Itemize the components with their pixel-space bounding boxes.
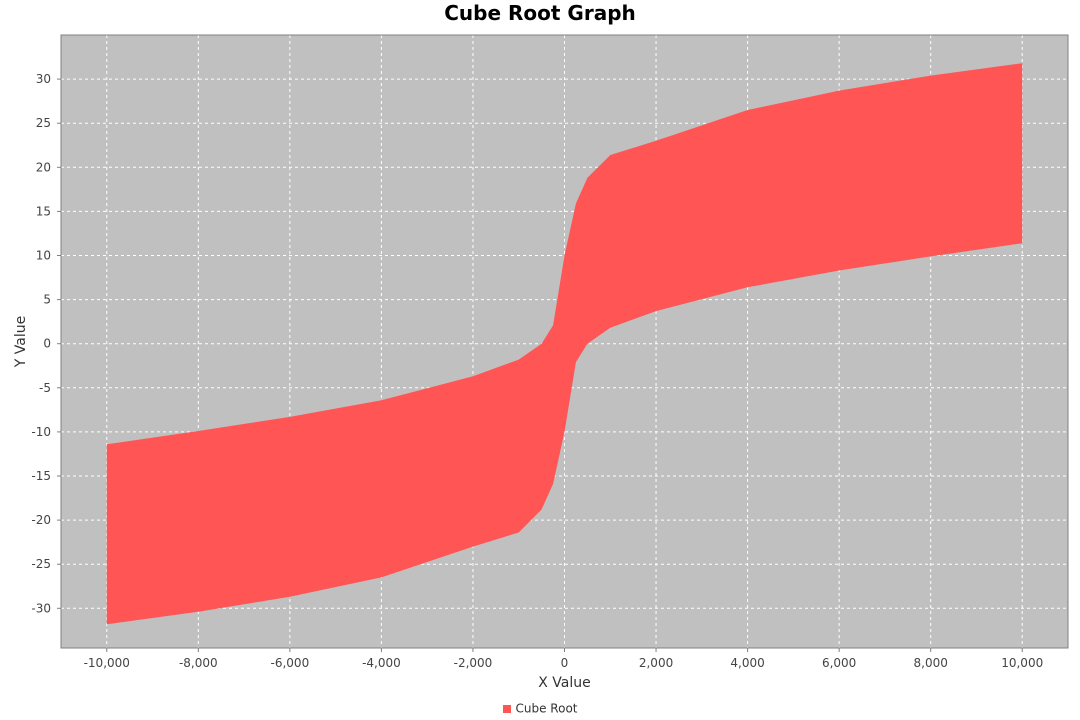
y-tick-label: -5: [39, 381, 51, 395]
x-tick-label: -2,000: [454, 656, 493, 670]
legend: Cube Root: [0, 701, 1080, 716]
x-tick-label: 4,000: [730, 656, 764, 670]
y-tick-label: 15: [36, 204, 51, 218]
x-tick-label: -10,000: [84, 656, 130, 670]
x-axis: -10,000 -8,000 -6,000 -4,000 -2,000 0 2,000 4,0…: [84, 648, 1043, 670]
y-tick-label: 20: [36, 160, 51, 174]
y-tick-label: 10: [36, 249, 51, 263]
x-tick-label: 6,000: [822, 656, 856, 670]
x-axis-label: X Value: [538, 675, 591, 691]
x-tick-label: -8,000: [179, 656, 218, 670]
chart-title: Cube Root Graph: [444, 1, 636, 25]
x-tick-label: 10,000: [1001, 656, 1043, 670]
y-tick-label: -20: [31, 513, 51, 527]
legend-swatch: [502, 704, 511, 713]
x-tick-label: -4,000: [362, 656, 401, 670]
series-layer: [106, 63, 1023, 625]
y-tick-label: -30: [31, 601, 51, 615]
y-tick-label: 0: [43, 337, 51, 351]
x-tick-label: -6,000: [271, 656, 310, 670]
legend-label: Cube Root: [515, 701, 578, 716]
x-tick-label: 0: [561, 656, 569, 670]
series-band: [106, 63, 1023, 625]
y-tick-label: 25: [36, 116, 51, 130]
y-tick-label: -15: [31, 469, 51, 483]
x-tick-label: 2,000: [639, 656, 673, 670]
y-tick-label: -25: [31, 557, 51, 571]
y-tick-label: 5: [43, 293, 51, 307]
y-axis-label: Y Value: [13, 316, 29, 368]
y-tick-label: 30: [36, 72, 51, 86]
y-axis: -30 -25 -20 -15 -10 -5 0 5 10 15 20 25 30: [31, 72, 61, 615]
y-tick-label: -10: [31, 425, 51, 439]
x-tick-label: 8,000: [914, 656, 948, 670]
